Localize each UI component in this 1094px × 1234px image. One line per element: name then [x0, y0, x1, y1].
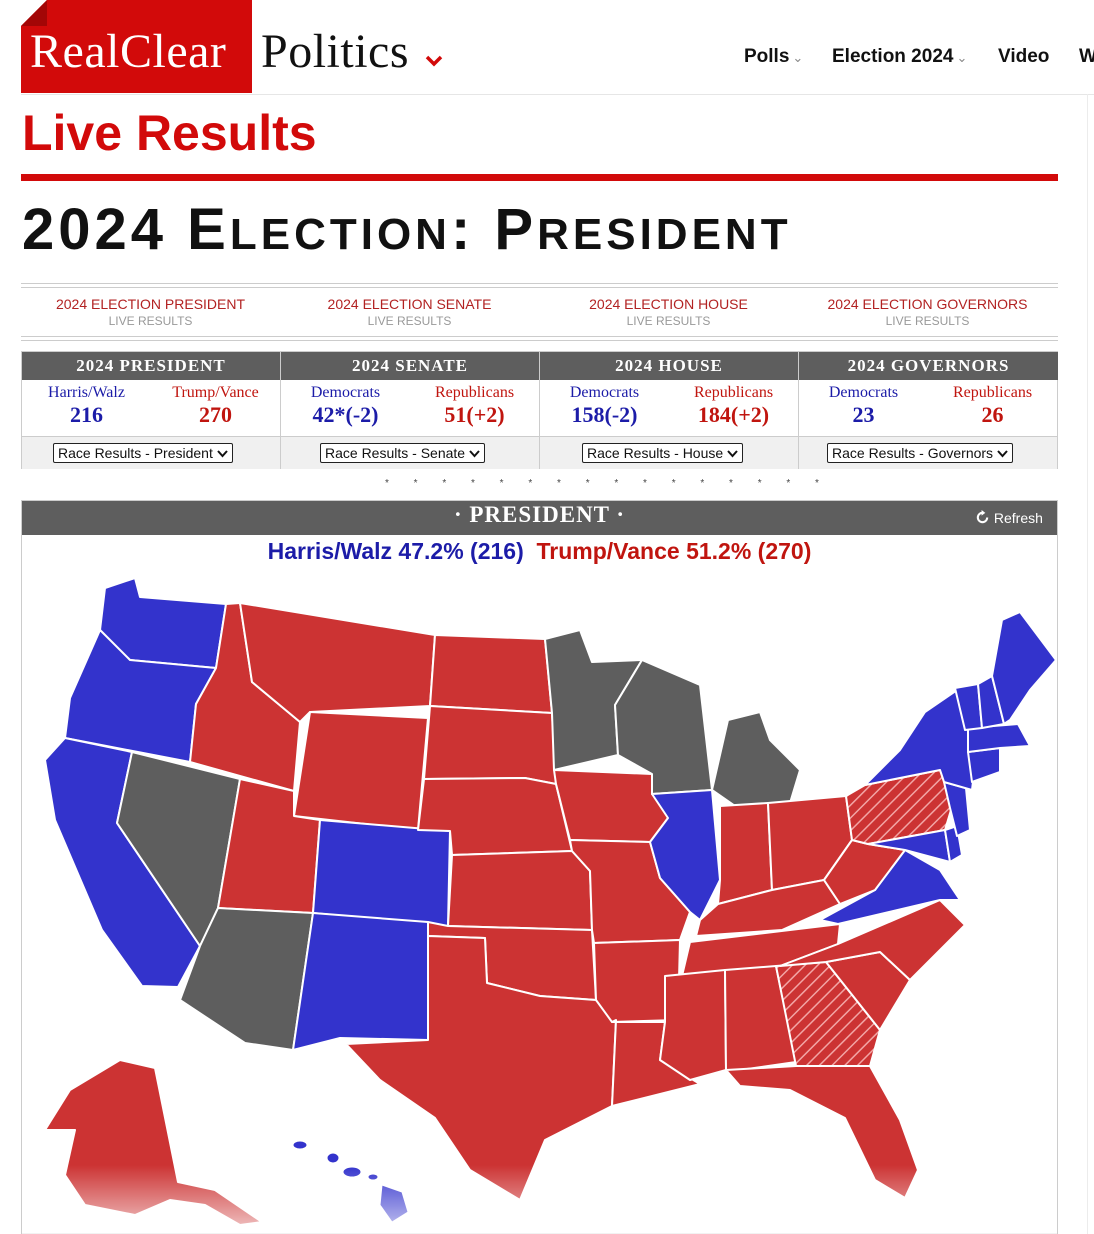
refresh-button[interactable]: Refresh: [975, 510, 1043, 526]
select-row: Race Results - Senate: [281, 436, 539, 469]
select-row: Race Results - President: [22, 436, 280, 469]
state-nc: [779, 899, 966, 981]
page-kicker: Live Results: [22, 105, 317, 161]
summary-title: 2024 PRESIDENT: [22, 352, 280, 380]
state-nd: [429, 634, 553, 714]
summary-title: 2024 GOVERNORS: [799, 352, 1058, 380]
state-ia: [553, 769, 669, 843]
race-select-house[interactable]: Race Results - House: [582, 443, 744, 463]
map-fade-overlay: [22, 1165, 1057, 1234]
state-ks: [447, 850, 593, 931]
summary-senate: 2024 SENATE Democrats 42*(-2) Republicans…: [281, 352, 540, 469]
summary-house: 2024 HOUSE Democrats 158(-2) Republicans 1…: [540, 352, 799, 469]
page-title: 2024 ELECTION: PRESIDENT: [22, 197, 792, 262]
summary-rep: Trump/Vance 270: [172, 384, 259, 427]
map-panel-title: · PRESIDENT ·: [453, 502, 626, 527]
summary-title: 2024 HOUSE: [540, 352, 798, 380]
state-mi: [711, 711, 801, 807]
nav-election-2024[interactable]: Election 2024 ⌄: [832, 46, 968, 67]
page-edge-divider: [1087, 94, 1088, 1234]
section-separator: * * * * * * * * * * * * * * * *: [385, 478, 830, 489]
chevron-down-icon: ⌄: [956, 50, 968, 65]
map-panel-header: [22, 501, 1057, 535]
summary-president: 2024 PRESIDENT Harris/Walz 216 Trump/Vanc…: [22, 352, 281, 469]
chevron-down-icon: [727, 450, 738, 458]
header-divider: [21, 94, 1094, 95]
chevron-down-icon: ⌄: [792, 50, 804, 65]
nav-video[interactable]: Video: [998, 46, 1050, 67]
tab-senate[interactable]: 2024 ELECTION SENATE LIVE RESULTS: [327, 296, 492, 328]
summary-dem: Democrats 42*(-2): [310, 384, 381, 427]
tab-house[interactable]: 2024 ELECTION HOUSE LIVE RESULTS: [589, 296, 748, 328]
summary-rep: Republicans 184(+2): [693, 384, 774, 427]
summary-rep: Republicans 51(+2): [434, 384, 515, 427]
tabs-bottom-rule: [21, 336, 1058, 341]
results-line: Harris/Walz 47.2% (216) Trump/Vance 51.2…: [22, 538, 1057, 565]
race-select-senate[interactable]: Race Results - Senate: [320, 443, 485, 463]
chevron-down-icon[interactable]: [425, 48, 443, 74]
state-il: [649, 789, 721, 921]
logo-politics[interactable]: Politics: [261, 25, 410, 78]
state-co: [312, 819, 451, 927]
tab-governors[interactable]: 2024 ELECTION GOVERNORS LIVE RESULTS: [827, 296, 1028, 328]
state-nm: [292, 912, 429, 1051]
race-select-president[interactable]: Race Results - President: [53, 443, 233, 463]
nav-polls[interactable]: Polls ⌄: [744, 46, 804, 67]
select-row: Race Results - House: [540, 436, 798, 469]
results-summary: 2024 PRESIDENT Harris/Walz 216 Trump/Vanc…: [21, 351, 1058, 469]
nav-more[interactable]: W: [1079, 46, 1094, 67]
summary-rep: Republicans 26: [952, 384, 1033, 427]
state-me: [991, 611, 1057, 725]
state-wy: [293, 711, 429, 831]
select-row: Race Results - Governors: [799, 436, 1057, 469]
trump-result: Trump/Vance 51.2% (270): [536, 538, 812, 564]
race-select-governors[interactable]: Race Results - Governors: [827, 443, 1013, 463]
logo-block[interactable]: [21, 0, 252, 93]
refresh-icon: [976, 510, 989, 524]
state-al: [724, 965, 797, 1071]
summary-dem: Democrats 158(-2): [569, 384, 640, 427]
chevron-down-icon: [469, 450, 480, 458]
us-electoral-map: [44, 577, 1057, 1226]
logo-fold-shadow: [21, 0, 47, 26]
tab-president[interactable]: 2024 ELECTION PRESIDENT LIVE RESULTS: [55, 296, 246, 328]
summary-dem: Harris/Walz 216: [48, 384, 125, 427]
state-wi: [614, 659, 713, 795]
state-tx: [345, 935, 617, 1201]
chevron-down-icon: [216, 450, 228, 458]
harris-result: Harris/Walz 47.2% (216): [267, 538, 524, 564]
kicker-rule: [21, 174, 1058, 181]
summary-governors: 2024 GOVERNORS Democrats 23 Republicans 26…: [799, 352, 1058, 469]
state-in: [717, 802, 773, 905]
state-ma: [967, 723, 1031, 753]
state-ct: [967, 747, 1001, 783]
logo-realclear[interactable]: RealClear: [30, 25, 227, 78]
chevron-down-icon: [997, 450, 1008, 458]
tabs-top-rule: [21, 283, 1058, 288]
state-sd: [423, 705, 557, 785]
state-ms: [659, 969, 727, 1081]
summary-dem: Democrats 23: [828, 384, 899, 427]
summary-title: 2024 SENATE: [281, 352, 539, 380]
